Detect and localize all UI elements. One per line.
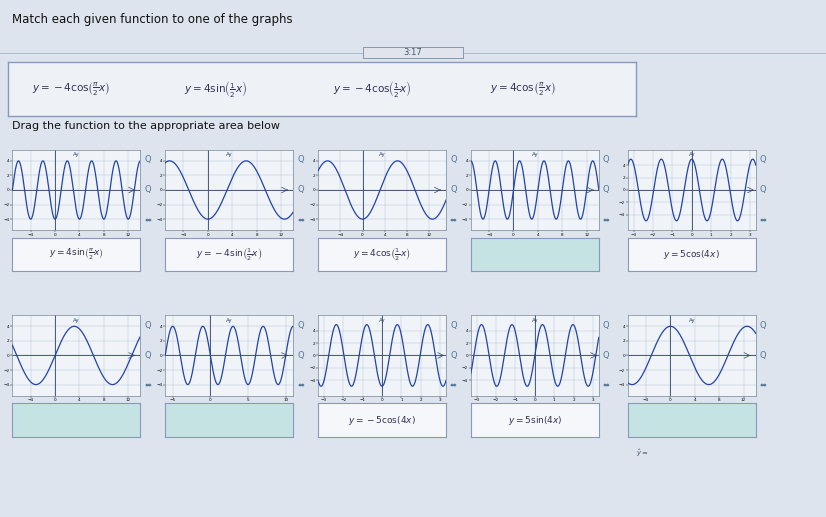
Text: Q: Q — [297, 186, 304, 194]
Text: ⬌: ⬌ — [603, 216, 610, 225]
Text: Q: Q — [145, 321, 151, 329]
Text: Q: Q — [450, 186, 457, 194]
Text: $y=5\cos(4x)$: $y=5\cos(4x)$ — [663, 248, 720, 261]
Text: Q: Q — [603, 155, 610, 164]
Text: Q: Q — [760, 321, 767, 329]
Text: Match each given function to one of the graphs: Match each given function to one of the … — [12, 13, 293, 26]
Text: ⬌: ⬌ — [297, 216, 304, 225]
Text: $y=-5\cos(4x)$: $y=-5\cos(4x)$ — [348, 414, 416, 427]
Text: $y=-4\sin\!\left(\frac{1}{2}x\right)$: $y=-4\sin\!\left(\frac{1}{2}x\right)$ — [196, 246, 263, 263]
Text: ⬌: ⬌ — [760, 382, 767, 390]
Text: Drag the function to the appropriate area below: Drag the function to the appropriate are… — [12, 121, 280, 131]
Text: 3:17: 3:17 — [404, 48, 422, 57]
Text: Q: Q — [450, 321, 457, 329]
Text: Ay: Ay — [378, 318, 386, 323]
Text: $y=4\sin\!\left(\frac{1}{2}x\right)$: $y=4\sin\!\left(\frac{1}{2}x\right)$ — [184, 79, 247, 99]
Text: Q: Q — [603, 186, 610, 194]
Text: Ay: Ay — [378, 153, 386, 157]
Text: Ay: Ay — [531, 318, 539, 323]
Text: ⬌: ⬌ — [450, 382, 457, 390]
Text: Ay: Ay — [73, 153, 80, 157]
Text: Q: Q — [760, 186, 767, 194]
Text: ⬌: ⬌ — [603, 382, 610, 390]
Text: Ay: Ay — [225, 153, 233, 157]
Text: $y=5\sin(4x)$: $y=5\sin(4x)$ — [508, 414, 562, 427]
Text: Q: Q — [603, 351, 610, 360]
Text: Q: Q — [297, 155, 304, 164]
Text: Ay: Ay — [688, 153, 695, 157]
Text: Ay: Ay — [531, 153, 539, 157]
Text: Ay: Ay — [73, 318, 80, 323]
Text: ⬌: ⬌ — [145, 382, 151, 390]
Text: Q: Q — [145, 186, 151, 194]
Text: $y=4\sin\!\left(\frac{\pi}{2}x\right)$: $y=4\sin\!\left(\frac{\pi}{2}x\right)$ — [50, 247, 103, 262]
Text: Q: Q — [297, 321, 304, 329]
Text: $y=4\cos\!\left(\frac{1}{2}x\right)$: $y=4\cos\!\left(\frac{1}{2}x\right)$ — [354, 246, 411, 263]
Text: ⬌: ⬌ — [297, 382, 304, 390]
Text: Q: Q — [450, 351, 457, 360]
Text: $y=4\cos\!\left(\frac{\pi}{2}x\right)$: $y=4\cos\!\left(\frac{\pi}{2}x\right)$ — [490, 81, 556, 98]
Text: Ay: Ay — [225, 318, 233, 323]
Text: Q: Q — [145, 155, 151, 164]
Text: $y=-4\cos\!\left(\frac{\pi}{2}x\right)$: $y=-4\cos\!\left(\frac{\pi}{2}x\right)$ — [32, 81, 110, 98]
Text: Q: Q — [450, 155, 457, 164]
Text: ⬌: ⬌ — [760, 216, 767, 225]
Text: ⬌: ⬌ — [450, 216, 457, 225]
Text: Q: Q — [297, 351, 304, 360]
Text: Ay: Ay — [688, 318, 695, 323]
Text: Q: Q — [145, 351, 151, 360]
Text: Q: Q — [760, 155, 767, 164]
Text: $\hat{y}=$: $\hat{y}=$ — [636, 447, 649, 459]
Text: ⬌: ⬌ — [145, 216, 151, 225]
Text: $y=-4\cos\!\left(\frac{1}{2}x\right)$: $y=-4\cos\!\left(\frac{1}{2}x\right)$ — [333, 79, 411, 99]
Text: Q: Q — [760, 351, 767, 360]
Text: Q: Q — [603, 321, 610, 329]
